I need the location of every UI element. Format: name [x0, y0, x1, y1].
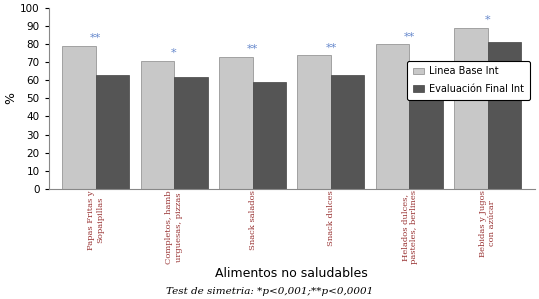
Y-axis label: %: % — [4, 92, 17, 104]
Text: Test de simetria: *p<0,001;**p<0,0001: Test de simetria: *p<0,001;**p<0,0001 — [166, 287, 373, 296]
Bar — [454, 28, 488, 189]
Text: *: * — [485, 15, 490, 25]
Text: **: ** — [247, 44, 258, 54]
Bar — [252, 82, 286, 189]
Bar — [331, 75, 364, 189]
Legend: Linea Base Int, Evaluación Final Int: Linea Base Int, Evaluación Final Int — [407, 61, 530, 100]
Bar — [298, 55, 331, 189]
Text: *: * — [171, 48, 177, 58]
Bar — [62, 46, 95, 189]
Text: **: ** — [404, 32, 415, 42]
Bar — [219, 57, 252, 189]
Bar — [376, 44, 409, 189]
Bar — [409, 66, 443, 189]
Bar — [488, 42, 521, 189]
X-axis label: Alimentos no saludables: Alimentos no saludables — [216, 267, 368, 280]
Text: **: ** — [326, 42, 336, 52]
Bar — [141, 60, 174, 189]
Text: **: ** — [90, 33, 101, 43]
Bar — [95, 75, 129, 189]
Bar — [174, 77, 208, 189]
